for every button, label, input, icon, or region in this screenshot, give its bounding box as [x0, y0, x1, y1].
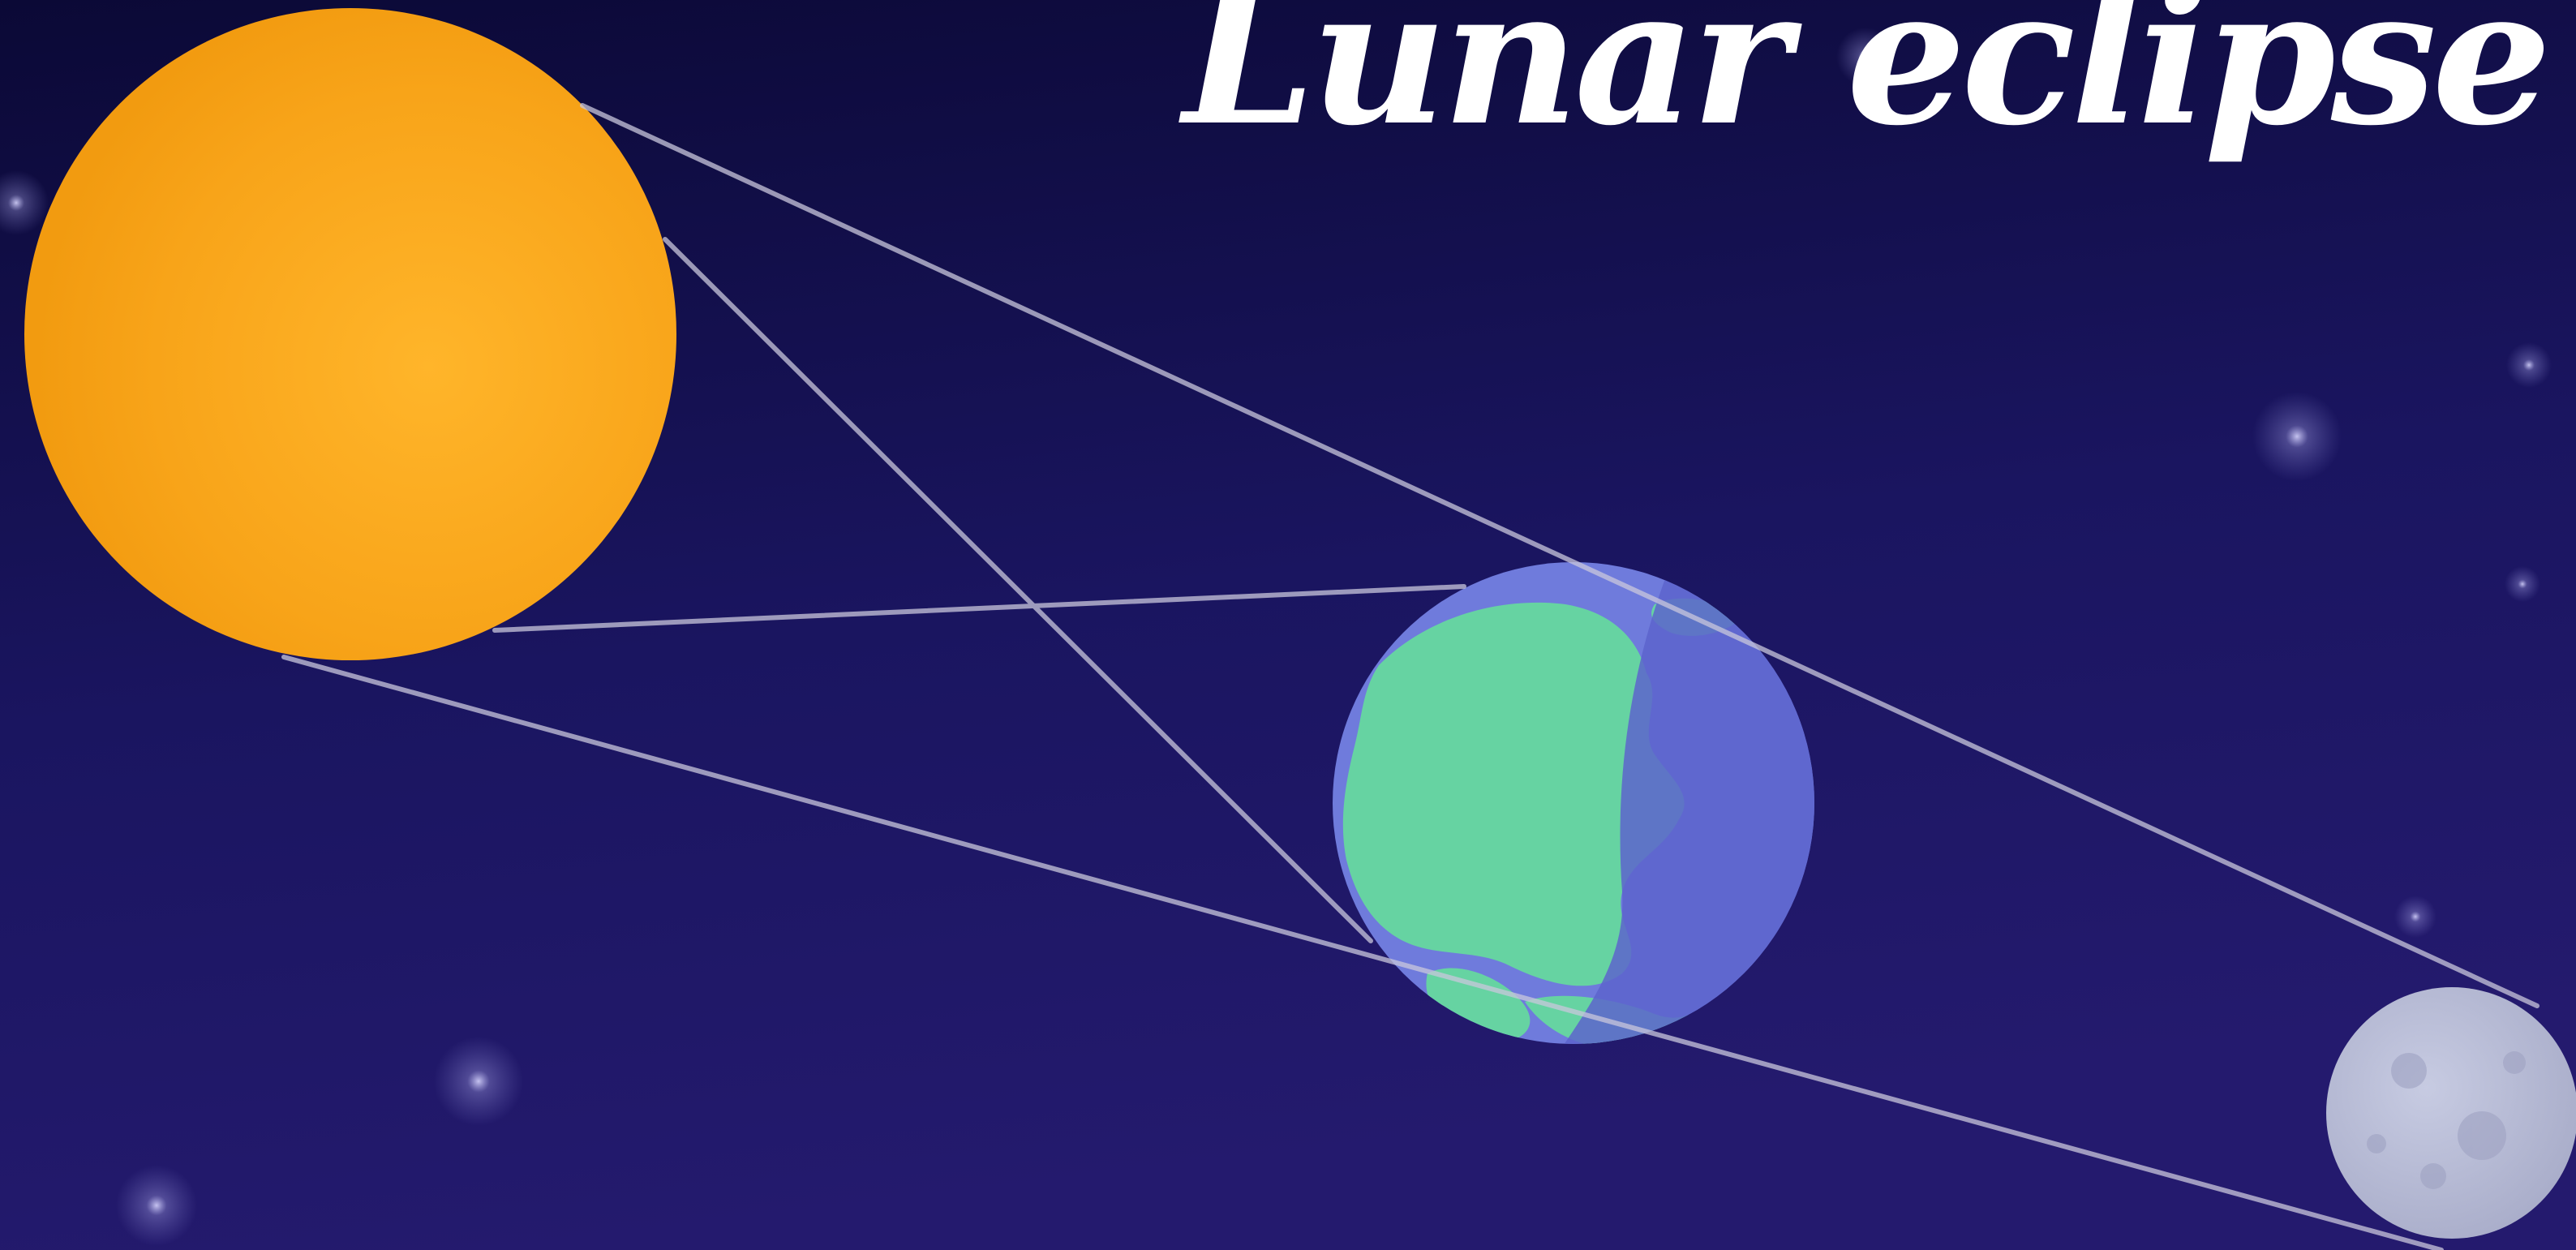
ray-line: [281, 655, 2444, 1250]
light-rays: [281, 103, 2540, 1250]
star: [116, 1165, 197, 1246]
earth-night-side: [1557, 562, 1814, 1044]
star: [0, 170, 49, 235]
ray-line: [663, 237, 1373, 943]
page-title: Lunar eclipse: [1183, 0, 2552, 167]
ray-line: [492, 584, 1466, 633]
star: [2394, 896, 2436, 938]
star: [434, 1037, 523, 1126]
moon: [2326, 987, 2576, 1239]
star: [2252, 392, 2342, 481]
star: [2505, 566, 2540, 602]
star: [1836, 28, 1895, 86]
star: [2506, 342, 2552, 388]
sun: [24, 8, 676, 660]
stars: [0, 28, 2552, 1246]
ray-line: [580, 103, 2540, 1008]
